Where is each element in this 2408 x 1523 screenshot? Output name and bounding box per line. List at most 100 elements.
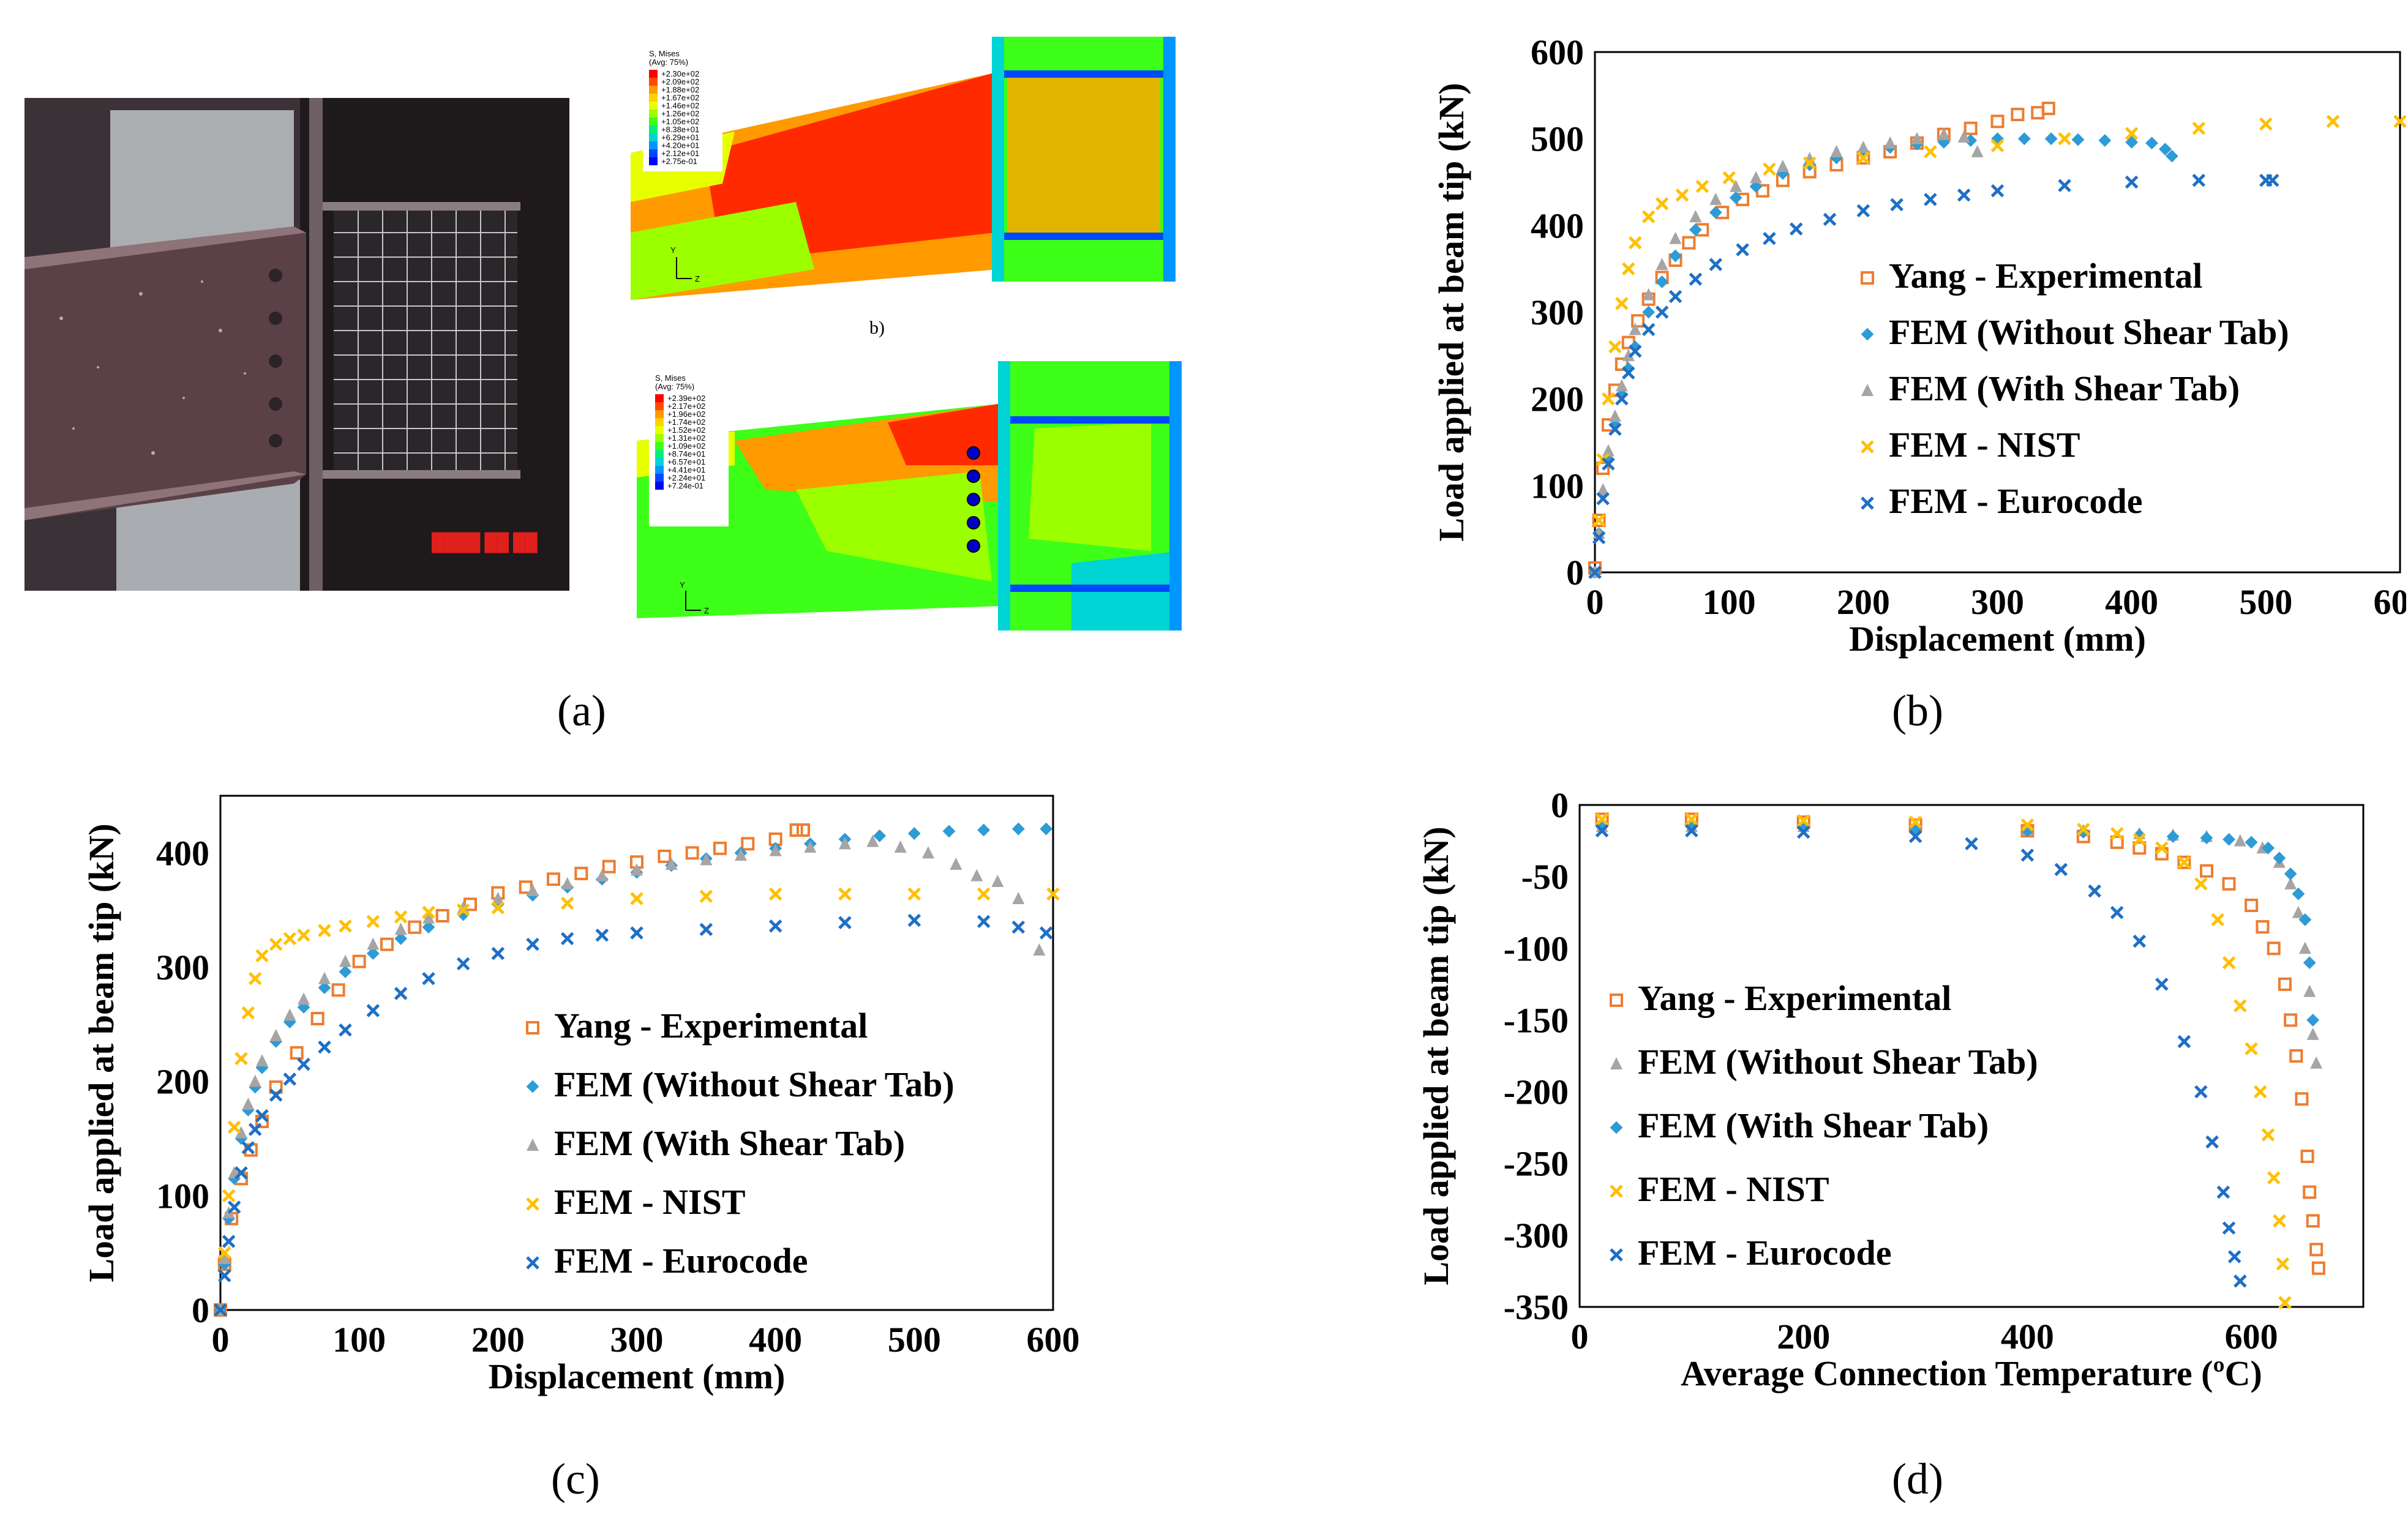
data-point bbox=[1857, 140, 1870, 153]
data-point bbox=[422, 921, 435, 934]
data-point bbox=[339, 965, 352, 978]
data-point bbox=[1597, 483, 1610, 496]
data-point bbox=[574, 866, 588, 880]
data-point bbox=[2234, 1274, 2247, 1288]
data-point bbox=[235, 1126, 247, 1139]
data-point bbox=[970, 869, 983, 881]
legend-label: FEM (With Shear Tab) bbox=[554, 1123, 905, 1163]
data-point bbox=[318, 924, 331, 938]
data-point bbox=[1040, 822, 1053, 836]
data-point bbox=[366, 915, 380, 929]
data-point bbox=[234, 1166, 248, 1180]
data-point bbox=[367, 937, 380, 950]
fe-top-legend-swatch bbox=[649, 78, 658, 86]
legend-label: FEM (Without Shear Tab) bbox=[554, 1065, 955, 1104]
data-point bbox=[2295, 1092, 2309, 1106]
data-point bbox=[797, 823, 810, 837]
specimen-photo: ████ ██ ██ bbox=[24, 98, 569, 591]
data-point bbox=[2222, 833, 2235, 846]
data-point bbox=[256, 1054, 268, 1067]
data-point bbox=[1736, 243, 1749, 256]
legend-label: Yang - Experimental bbox=[1889, 256, 2202, 296]
legend-marker bbox=[1610, 1121, 1623, 1134]
data-point bbox=[2266, 173, 2279, 187]
y-tick-label: 100 bbox=[1531, 466, 1584, 506]
fe-bottom-legend-swatch bbox=[655, 394, 664, 402]
data-point bbox=[318, 971, 331, 984]
x-tick-label: 0 bbox=[1571, 1317, 1589, 1356]
data-point bbox=[1622, 348, 1635, 361]
data-point bbox=[713, 841, 727, 855]
legend-label: FEM - Eurocode bbox=[554, 1241, 808, 1281]
data-point bbox=[685, 846, 699, 860]
data-point bbox=[422, 911, 435, 924]
y-tick-label: 300 bbox=[156, 948, 209, 987]
data-point bbox=[866, 834, 879, 847]
fe-top-legend-level: +4.20e+01 bbox=[661, 141, 699, 150]
data-point bbox=[1588, 566, 1602, 579]
fe-bottom-legend-swatch bbox=[655, 418, 664, 426]
data-point bbox=[318, 981, 331, 995]
chart-c: 0 100 200 300 400 0 100 200 300 400 500 600 Displace… bbox=[81, 795, 1080, 1396]
legend-marker bbox=[1610, 1248, 1623, 1262]
data-point bbox=[283, 1072, 297, 1086]
data-point bbox=[2216, 1185, 2230, 1199]
data-point bbox=[1629, 323, 1641, 335]
legend-label: FEM - NIST bbox=[554, 1182, 746, 1222]
data-point bbox=[1669, 249, 1682, 263]
data-point bbox=[2273, 1214, 2286, 1228]
data-point bbox=[1749, 180, 1763, 193]
fe-bottom-legend-level: +6.57e+01 bbox=[667, 457, 705, 466]
legend-label: FEM (Without Shear Tab) bbox=[1889, 312, 2289, 352]
y-tick-label: 400 bbox=[156, 833, 209, 873]
legend-marker bbox=[1610, 1184, 1623, 1198]
data-point bbox=[241, 1141, 255, 1154]
data-point bbox=[222, 1235, 236, 1248]
y-tick-label: 200 bbox=[156, 1062, 209, 1102]
data-point bbox=[922, 846, 934, 859]
data-point bbox=[422, 905, 435, 919]
legend: Yang - Experimental FEM (Without Shear Ta… bbox=[526, 1006, 955, 1281]
data-point bbox=[1011, 920, 1026, 934]
x-tick-label: 200 bbox=[1777, 1317, 1830, 1356]
data-point bbox=[2300, 1150, 2314, 1163]
legend-label: FEM - NIST bbox=[1889, 425, 2080, 465]
fe-bottom-legend-swatch bbox=[655, 402, 664, 410]
data-point bbox=[894, 840, 907, 853]
data-point bbox=[839, 837, 851, 850]
y-axis-title: Load applied at beam tip (kN) bbox=[81, 823, 121, 1282]
data-point bbox=[310, 1012, 324, 1025]
data-point bbox=[1689, 210, 1702, 223]
panel-label-d: (d) bbox=[1892, 1454, 1943, 1503]
series-4 bbox=[214, 913, 1053, 1317]
data-point bbox=[907, 887, 921, 901]
data-point bbox=[1830, 144, 1843, 157]
data-point bbox=[1890, 198, 1904, 212]
data-point bbox=[1709, 258, 1723, 271]
series-4 bbox=[1595, 824, 2247, 1288]
data-point bbox=[2326, 114, 2340, 129]
x-axis-title: Average Connection Temperature (ºC) bbox=[1681, 1353, 2262, 1393]
fe-bottom-legend-level: +1.31e+02 bbox=[667, 433, 705, 443]
x-tick-label: 500 bbox=[888, 1320, 941, 1360]
panel-label-c: (c) bbox=[551, 1454, 600, 1503]
fe-bottom-legend-swatch bbox=[655, 442, 664, 450]
data-point bbox=[907, 827, 921, 840]
data-point bbox=[1596, 462, 1610, 475]
x-tick-label: 100 bbox=[1703, 582, 1756, 622]
data-point bbox=[241, 1006, 255, 1020]
fe-bottom-axis-z: Z bbox=[704, 606, 709, 615]
legend-label: FEM (With Shear Tab) bbox=[1889, 369, 2240, 408]
panel-label-a: (a) bbox=[557, 686, 606, 735]
data-point bbox=[290, 1046, 304, 1060]
data-point bbox=[1965, 837, 1978, 851]
y-axis-title: Load applied at beam tip (kN) bbox=[1431, 83, 1471, 541]
data-point bbox=[248, 1123, 262, 1136]
y-tick-label: 0 bbox=[1551, 785, 1569, 825]
fe-bottom-legend-level: +4.41e+01 bbox=[667, 465, 705, 474]
data-point bbox=[873, 829, 887, 842]
data-point bbox=[2088, 884, 2101, 898]
data-point bbox=[1990, 184, 2005, 198]
data-point bbox=[491, 901, 505, 915]
fe-bottom-legend-level: +1.74e+02 bbox=[667, 417, 705, 427]
